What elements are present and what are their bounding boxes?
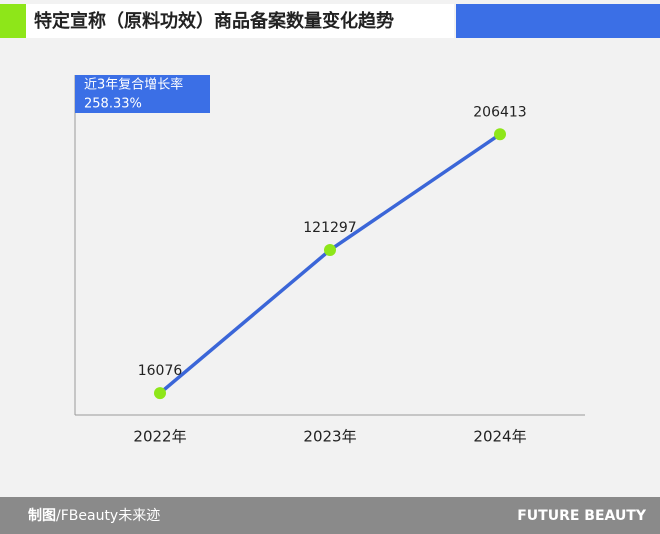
- title-accent: [0, 4, 26, 38]
- data-label: 206413: [473, 104, 526, 120]
- data-label: 16076: [138, 363, 183, 379]
- footer-bar: [0, 497, 660, 534]
- annotation-box: [75, 75, 210, 113]
- point: [324, 244, 336, 257]
- x-tick-label: 2023年: [303, 428, 356, 446]
- x-tick-label: 2024年: [473, 428, 526, 446]
- x-tick-label: 2022年: [133, 428, 186, 446]
- footer-credit-label: 制图: [28, 507, 56, 524]
- annotation-value: 258.33%: [84, 97, 142, 112]
- footer-credit: 制图/FBeauty未来迹: [28, 507, 160, 524]
- footer-brand: FUTURE BEAUTY: [517, 508, 647, 524]
- point: [494, 128, 506, 141]
- annotation-label: 近3年复合增长率: [84, 77, 183, 93]
- chart-title: 特定宣称（原料功效）商品备案数量变化趋势: [34, 10, 394, 32]
- title-box: [26, 4, 454, 38]
- footer-credit-text: /FBeauty未来迹: [56, 508, 160, 524]
- title-bar: [456, 4, 660, 38]
- data-label: 121297: [303, 220, 356, 236]
- point: [154, 387, 166, 400]
